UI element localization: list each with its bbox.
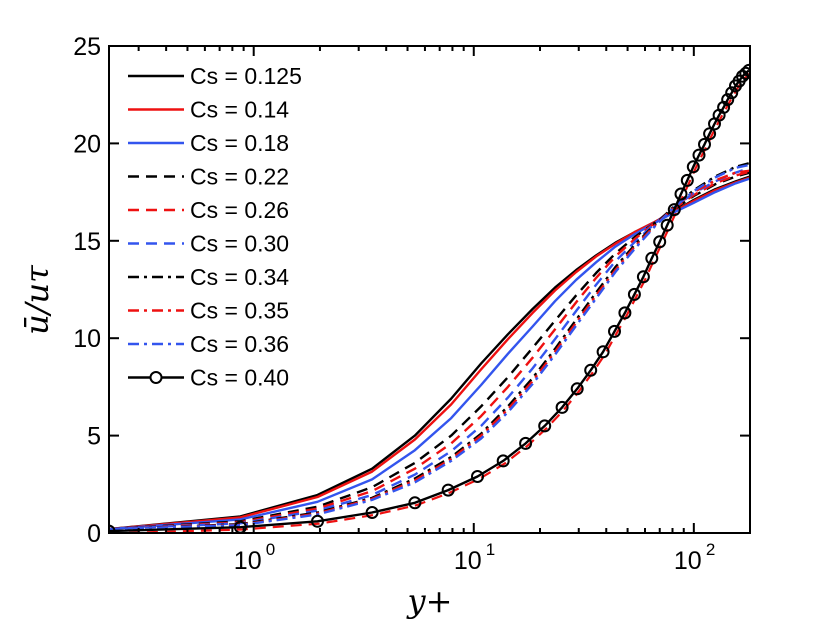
y-tick-label: 0 (87, 520, 101, 548)
series-10-marker (538, 419, 552, 433)
series-10-marker (667, 203, 681, 217)
x-tick-label: 10 (454, 547, 482, 575)
series-10-marker (618, 306, 632, 320)
legend-label: Cs = 0.35 (190, 298, 289, 324)
series-10-marker (471, 470, 484, 483)
series-10-marker (739, 66, 750, 80)
series-10-marker (742, 63, 750, 77)
series-10-marker (608, 324, 621, 338)
series-line-5 (109, 170, 750, 531)
x-tick-label: 10 (234, 547, 262, 575)
x-tick-label: 10 (674, 547, 702, 575)
y-tick-label: 5 (87, 423, 101, 451)
x-tick-exponent: 0 (266, 540, 275, 559)
series-line-9 (109, 163, 750, 531)
series-10-marker (584, 363, 598, 377)
series-10-marker (441, 483, 455, 497)
series-10-marker (721, 93, 735, 107)
x-tick-exponent: 1 (486, 540, 495, 559)
series-10-marker (636, 270, 650, 284)
legend-label: Cs = 0.125 (190, 63, 302, 89)
marker-layer (109, 63, 750, 533)
legend-label: Cs = 0.36 (190, 331, 289, 357)
legend-label: Cs = 0.30 (190, 231, 289, 257)
series-10-marker (496, 454, 510, 468)
legend-label: Cs = 0.40 (190, 365, 289, 391)
series-line-2 (109, 176, 750, 531)
series-line-4 (109, 171, 750, 531)
legend-label: Cs = 0.34 (190, 264, 289, 290)
series-10-marker (519, 436, 533, 450)
legend-label: Cs = 0.26 (190, 197, 289, 223)
legend: Cs = 0.125 Cs = 0.14 Cs = 0.18 Cs = 0.22 Cs … (128, 63, 302, 391)
series-10-marker (627, 287, 641, 301)
series-10-marker (109, 524, 116, 533)
series-10-marker (686, 160, 700, 174)
x-tick-exponent: 2 (706, 540, 715, 559)
series-10-marker (692, 148, 706, 162)
legend-label: Cs = 0.14 (190, 97, 289, 123)
y-axis-label: ū/uτ (18, 264, 56, 335)
y-tick-label: 15 (73, 228, 101, 256)
x-axis-label: y+ (406, 582, 453, 620)
series-layer (109, 69, 750, 533)
series-10-marker (680, 173, 694, 187)
series-10-marker (653, 235, 667, 249)
y-tick-label: 10 (73, 325, 101, 353)
y-tick-label: 20 (73, 130, 101, 158)
series-10-marker (596, 345, 610, 359)
series-10-marker (570, 382, 584, 396)
series-10-marker (408, 496, 422, 510)
legend-marker (149, 371, 163, 384)
series-10-marker (703, 127, 717, 141)
series-10-marker (725, 86, 739, 100)
series-10-marker (555, 400, 569, 414)
series-10-marker (311, 514, 324, 528)
legend-label: Cs = 0.18 (190, 130, 289, 156)
plot-frame (108, 45, 751, 534)
series-10-marker (660, 218, 674, 232)
series-line-3 (109, 177, 750, 531)
series-10-marker (674, 187, 688, 201)
series-10-marker (365, 506, 379, 519)
y-tick-label: 25 (73, 33, 101, 61)
legend-label: Cs = 0.22 (190, 164, 289, 190)
series-10-marker (645, 251, 659, 265)
series-10-marker (698, 137, 711, 151)
